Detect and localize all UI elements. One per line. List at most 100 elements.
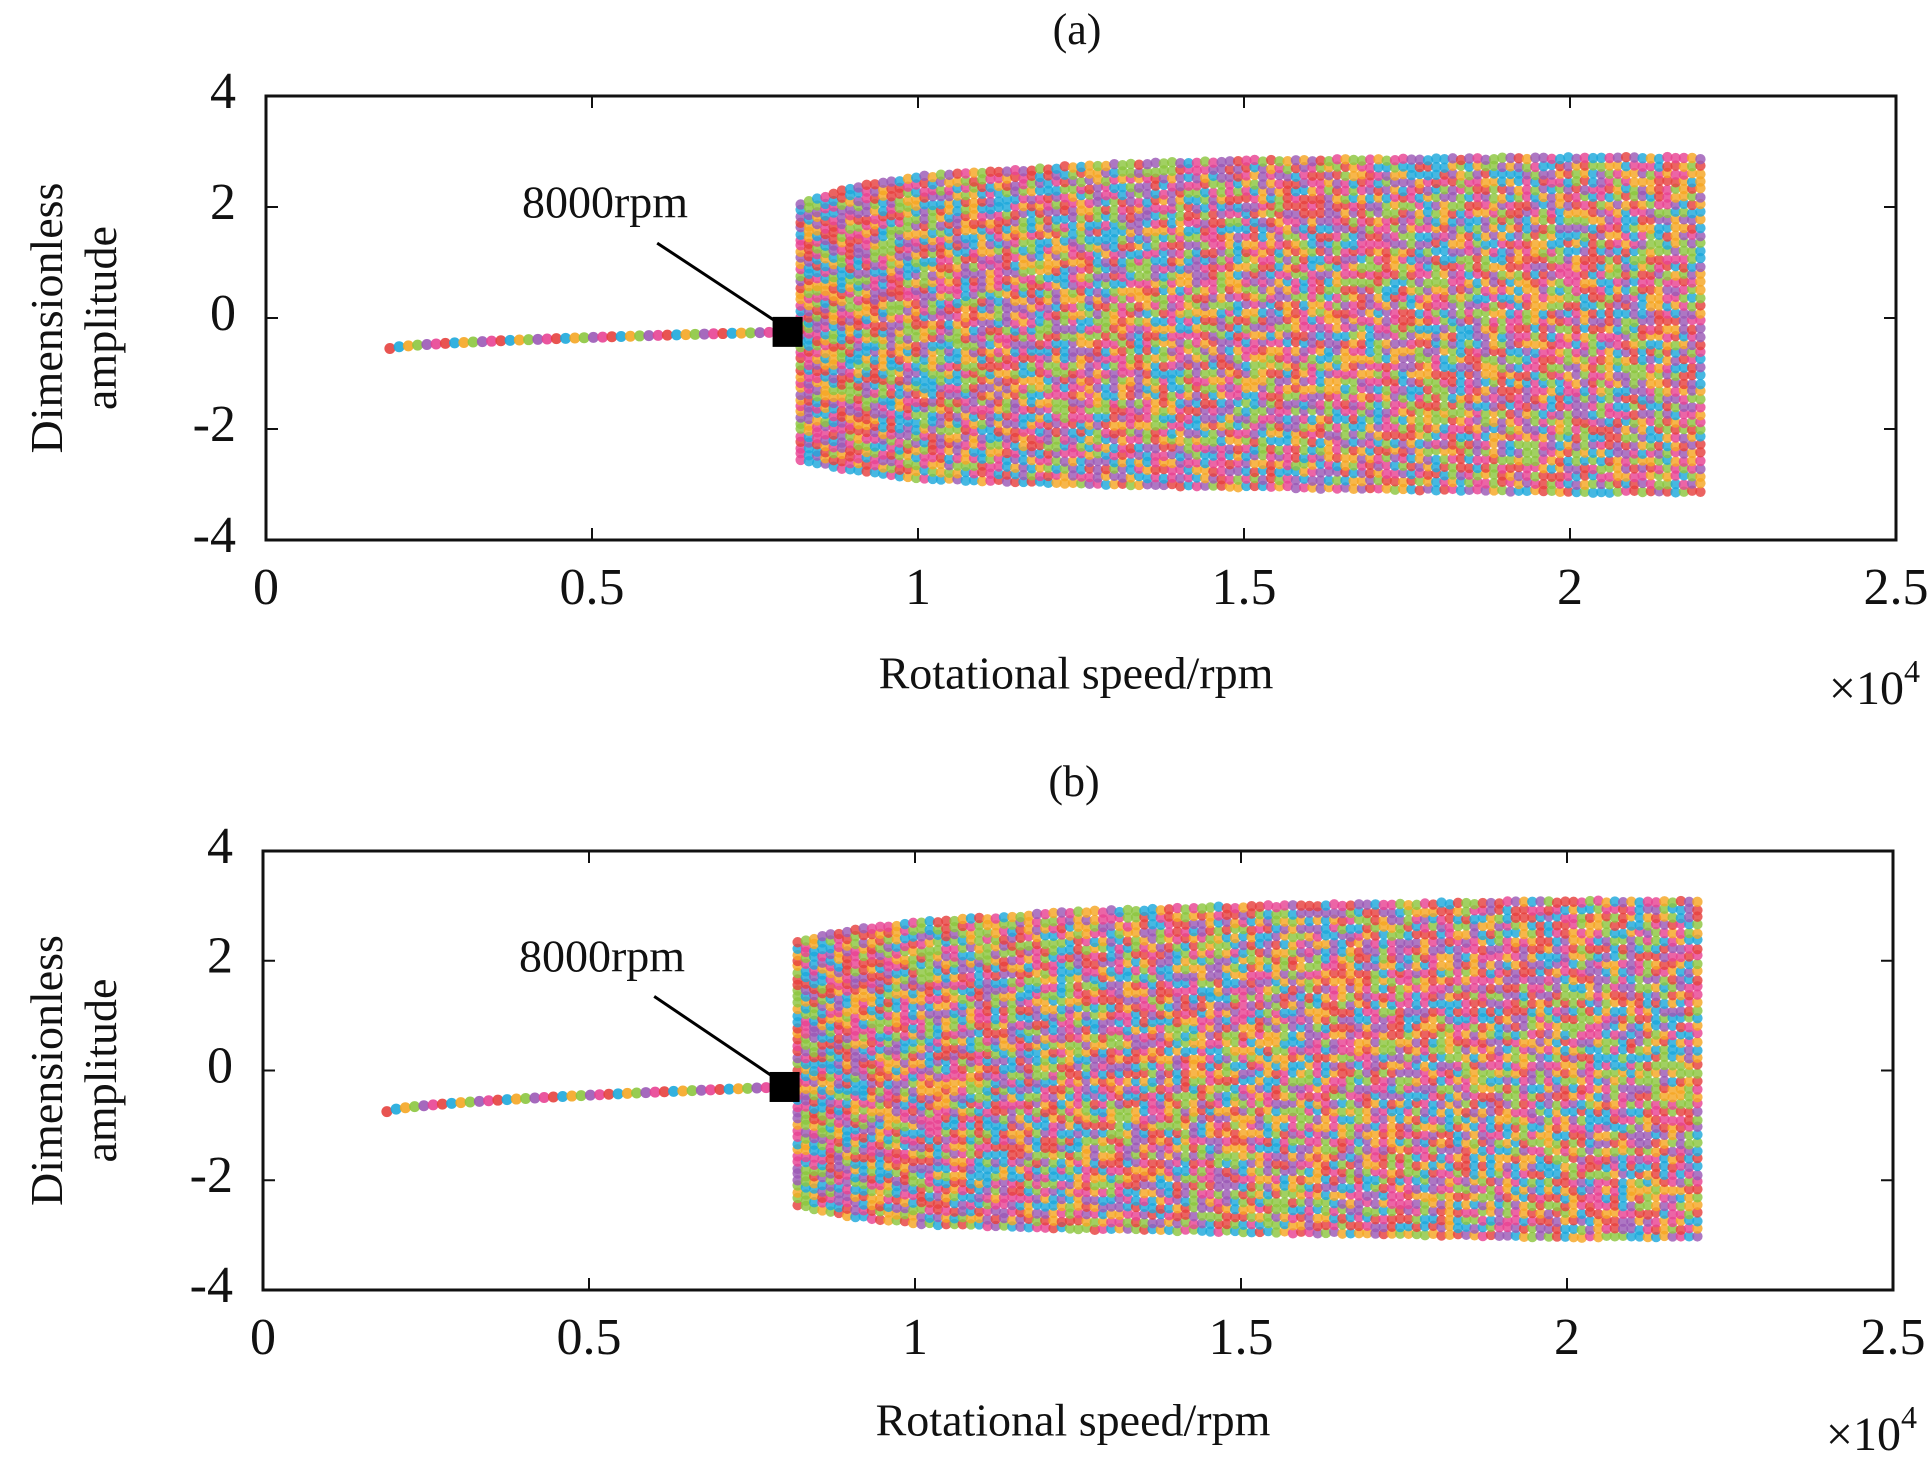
chaotic-band-point <box>977 268 988 279</box>
chaotic-band-point <box>944 198 955 209</box>
chaotic-band-point <box>836 315 848 326</box>
chaotic-band-point <box>952 233 963 245</box>
chaotic-band-point <box>811 218 823 230</box>
chaotic-band-point <box>811 292 823 303</box>
chaotic-band-point <box>968 332 980 344</box>
chaotic-band-point <box>803 450 815 461</box>
chaotic-band-point <box>844 346 856 358</box>
chaotic-band-point <box>902 395 914 407</box>
chaotic-band-point <box>861 248 872 259</box>
chaotic-band-point <box>985 347 996 358</box>
chaotic-band-point <box>919 213 930 225</box>
stable-branch-point <box>735 327 747 339</box>
chaotic-band-point <box>911 257 922 268</box>
y-tick-label: 2 <box>207 928 233 985</box>
chaotic-band-point <box>927 423 938 434</box>
chaotic-band-point <box>869 274 881 285</box>
chaotic-band-point <box>944 445 955 456</box>
chaotic-band-point <box>886 449 897 460</box>
chaotic-band-point <box>836 347 848 358</box>
stable-branch-point <box>754 327 766 339</box>
chaotic-band-point <box>861 214 872 226</box>
y-axis-label-line1: Dimensionless <box>21 183 72 454</box>
stable-branch-point <box>652 329 664 341</box>
chaotic-band-point <box>919 228 930 240</box>
chaotic-band-point <box>844 204 856 215</box>
y-tick-label: -2 <box>190 1147 233 1204</box>
chaotic-band-point <box>927 270 938 281</box>
chaotic-band-point <box>952 397 963 408</box>
chaotic-band-point <box>952 205 963 217</box>
chaotic-band-point <box>944 262 955 274</box>
chaotic-band-point <box>911 388 922 400</box>
x-tick-label: 2 <box>1554 1309 1580 1366</box>
chaotic-band-point <box>886 191 897 202</box>
chaotic-band-point <box>861 313 872 325</box>
stable-branch-point <box>550 333 562 345</box>
chaotic-band-point <box>968 325 980 336</box>
chaotic-band-point <box>869 408 881 419</box>
chaotic-band-point <box>877 388 889 399</box>
stable-branch-point <box>393 341 405 353</box>
x-tick-label: 1.5 <box>1212 559 1277 616</box>
chaotic-band-point <box>919 318 930 329</box>
stable-branch-point <box>606 331 618 343</box>
chaotic-band-point <box>853 242 864 253</box>
chaotic-band-point <box>919 444 930 455</box>
chaotic-band-point <box>820 329 831 340</box>
stable-branch-point <box>402 340 414 352</box>
chaotic-band-point <box>952 262 963 273</box>
chaotic-band-point <box>960 290 971 302</box>
stable-branch-point <box>384 343 396 355</box>
stable-branch-point <box>430 338 442 350</box>
chaotic-band-point <box>894 299 905 311</box>
chaotic-band-point <box>977 418 988 430</box>
chaotic-band-point <box>968 340 980 351</box>
chaotic-band-point <box>977 253 988 265</box>
stable-branch-point <box>634 330 646 342</box>
chaotic-band-point <box>1695 192 1706 203</box>
stable-branch-point <box>624 330 636 342</box>
stable-branch-point <box>689 328 701 340</box>
stable-branch-point <box>504 334 516 346</box>
chaotic-band-point <box>935 432 947 443</box>
chaotic-band-point <box>935 169 947 180</box>
chaotic-band-point <box>968 275 980 287</box>
chaotic-band-point <box>820 378 831 389</box>
chaotic-band-point <box>886 245 897 256</box>
stable-branch-point <box>597 331 609 343</box>
x-axis-multiplier: ×104 <box>1826 1399 1917 1461</box>
chaotic-band-point <box>911 409 922 421</box>
chaotic-band-point <box>877 177 889 188</box>
chaotic-band-point <box>960 454 971 465</box>
chaotic-band-point <box>944 432 955 443</box>
chaotic-band-point <box>968 404 980 415</box>
chaotic-band-point <box>844 438 856 449</box>
chaotic-band-point <box>944 382 955 394</box>
chaotic-band-point <box>968 382 980 393</box>
chaotic-band-point <box>977 246 988 257</box>
chaotic-band-point <box>877 320 889 332</box>
chaotic-band-point <box>927 304 938 315</box>
chaotic-band-point <box>861 227 872 238</box>
chaotic-band-point <box>968 296 980 308</box>
stable-branch-point <box>449 337 461 349</box>
chaotic-band-point <box>985 446 996 458</box>
chaotic-band-point <box>927 319 938 331</box>
chaotic-band-point <box>886 395 897 406</box>
chaotic-band-point <box>944 247 955 258</box>
chaotic-band-point <box>886 238 897 249</box>
chaotic-band-point <box>968 176 980 187</box>
chaotic-band-point <box>952 333 963 344</box>
chaotic-band-point <box>836 231 848 243</box>
chaotic-band-point <box>968 310 980 321</box>
chaotic-band-point <box>877 347 889 358</box>
chaotic-band-point <box>1695 153 1706 165</box>
chaotic-band-point <box>935 467 947 478</box>
chaotic-band-point <box>877 422 889 433</box>
chaotic-band-point <box>952 197 963 209</box>
chaotic-band-point <box>919 178 930 189</box>
chaotic-band-point <box>911 459 922 471</box>
chaotic-band-point <box>886 265 897 276</box>
chaotic-band-point <box>820 191 831 203</box>
